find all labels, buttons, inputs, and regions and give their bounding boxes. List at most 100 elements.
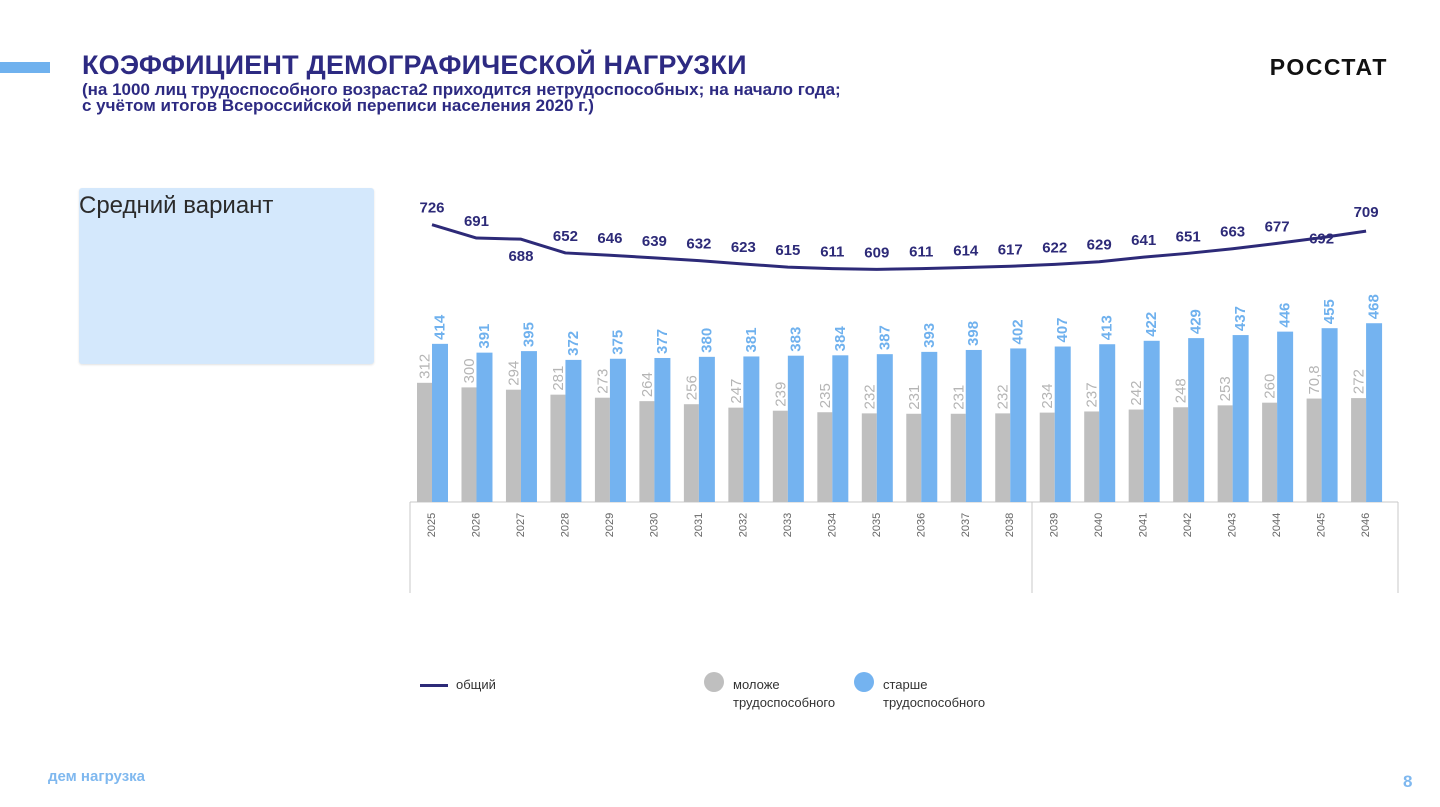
bar-younger-2036 — [906, 413, 922, 502]
page-subtitle: (на 1000 лиц трудоспособного возраста2 п… — [82, 80, 841, 114]
label-older-2037: 398 — [965, 321, 982, 346]
label-younger-2027: 294 — [505, 361, 522, 386]
page-title: КОЭФФИЦИЕНТ ДЕМОГРАФИЧЕСКОЙ НАГРУЗКИ — [82, 50, 747, 80]
bar-older-2027 — [520, 351, 537, 502]
label-total-2041: 641 — [1131, 232, 1156, 249]
label-total-2044: 677 — [1265, 218, 1290, 235]
bar-older-2028 — [565, 359, 582, 502]
label-older-2042: 429 — [1188, 309, 1205, 334]
label-total-2038: 617 — [998, 241, 1023, 258]
label-younger-2041: 242 — [1128, 381, 1145, 406]
label-total-2037: 614 — [953, 242, 979, 259]
legend-dot-older — [854, 672, 874, 692]
label-younger-2042: 248 — [1173, 378, 1190, 403]
label-younger-2035: 232 — [861, 384, 878, 409]
label-older-2045: 455 — [1321, 299, 1338, 324]
bar-younger-2027 — [505, 389, 521, 502]
label-older-2027: 395 — [520, 322, 537, 347]
bar-older-2035 — [876, 354, 893, 502]
label-total-2033: 615 — [775, 242, 800, 259]
label-total-2027: 688 — [508, 248, 533, 265]
label-older-2043: 437 — [1232, 306, 1249, 331]
bar-younger-2032 — [728, 407, 744, 502]
label-younger-2026: 300 — [461, 358, 478, 383]
bar-older-2025 — [432, 343, 448, 502]
label-total-2034: 611 — [820, 244, 844, 261]
tick-label-2035: 2035 — [871, 513, 883, 537]
bar-younger-2033 — [772, 410, 788, 502]
bar-older-2030 — [654, 357, 671, 502]
tick-label-2036: 2036 — [915, 513, 927, 537]
label-older-2046: 468 — [1366, 294, 1383, 319]
variant-box: Средний вариант — [79, 188, 374, 364]
label-older-2039: 407 — [1054, 317, 1071, 342]
label-total-2030: 639 — [642, 233, 667, 250]
label-younger-2044: 260 — [1262, 374, 1279, 399]
bar-older-2039 — [1054, 346, 1071, 502]
bar-younger-2030 — [639, 401, 655, 502]
label-older-2032: 381 — [743, 327, 760, 352]
legend-label-younger-2: трудоспособного — [733, 695, 836, 710]
bar-younger-2029 — [594, 397, 610, 502]
label-younger-2045: 70,8 — [1306, 365, 1323, 394]
bar-older-2032 — [743, 356, 760, 502]
legend-item-older: старше трудоспособного — [854, 672, 985, 712]
label-younger-2046: 272 — [1351, 369, 1368, 394]
tick-label-2040: 2040 — [1093, 513, 1105, 537]
label-total-2046: 709 — [1354, 204, 1379, 221]
tick-label-2028: 2028 — [559, 513, 571, 537]
label-younger-2034: 235 — [817, 383, 834, 408]
bar-older-2037 — [965, 349, 982, 502]
label-older-2030: 377 — [654, 329, 671, 354]
label-older-2035: 387 — [876, 325, 893, 350]
tick-label-2042: 2042 — [1182, 513, 1194, 537]
label-younger-2037: 231 — [950, 385, 967, 410]
bar-younger-2042 — [1173, 407, 1189, 502]
label-total-2032: 623 — [731, 239, 756, 256]
bar-older-2040 — [1099, 344, 1116, 502]
label-total-2040: 629 — [1087, 237, 1112, 254]
tick-label-2043: 2043 — [1227, 513, 1239, 537]
label-younger-2030: 264 — [639, 372, 656, 397]
label-older-2034: 384 — [832, 326, 849, 352]
accent-bar — [0, 62, 50, 73]
bar-younger-2045 — [1306, 398, 1322, 502]
tick-label-2046: 2046 — [1360, 513, 1372, 537]
label-younger-2029: 273 — [594, 369, 611, 394]
tick-label-2032: 2032 — [737, 513, 749, 537]
label-total-2029: 646 — [597, 230, 622, 247]
label-total-2036: 611 — [909, 244, 933, 261]
tick-label-2044: 2044 — [1271, 513, 1283, 537]
bar-older-2042 — [1188, 338, 1205, 502]
legend-item-younger: моложе трудоспособного — [704, 672, 836, 712]
rosstat-logo: РОССТАТ — [1269, 54, 1388, 80]
label-younger-2032: 247 — [728, 379, 745, 404]
bar-younger-2043 — [1217, 405, 1233, 502]
subtitle-line-1: (на 1000 лиц трудоспособного возраста2 п… — [82, 80, 841, 99]
bar-older-2038 — [1010, 348, 1027, 502]
legend-label-older-1: старше — [883, 677, 928, 692]
total-line — [431, 223, 1367, 271]
bar-older-2045 — [1321, 328, 1338, 502]
bar-younger-2035 — [861, 413, 877, 502]
bar-younger-2034 — [817, 412, 833, 502]
legend-line-swatch — [420, 684, 448, 688]
label-younger-2038: 232 — [995, 384, 1012, 409]
tick-label-2029: 2029 — [604, 513, 616, 537]
tick-label-2025: 2025 — [426, 513, 438, 537]
label-older-2028: 372 — [565, 331, 582, 356]
label-younger-2033: 239 — [772, 382, 789, 407]
bar-younger-2028 — [550, 394, 566, 502]
tick-label-2027: 2027 — [515, 513, 527, 537]
bar-older-2041 — [1143, 340, 1160, 502]
legend-item-total: общий — [420, 676, 496, 694]
bar-older-2033 — [787, 355, 804, 502]
bar-older-2026 — [476, 352, 493, 502]
variant-label: Средний вариант — [79, 192, 274, 219]
legend-label-younger-1: моложе — [733, 677, 780, 692]
tick-label-2037: 2037 — [960, 513, 972, 537]
tick-label-2041: 2041 — [1138, 513, 1150, 537]
legend-dot-younger — [704, 672, 724, 692]
tick-label-2038: 2038 — [1004, 513, 1016, 537]
bar-younger-2026 — [461, 387, 477, 502]
